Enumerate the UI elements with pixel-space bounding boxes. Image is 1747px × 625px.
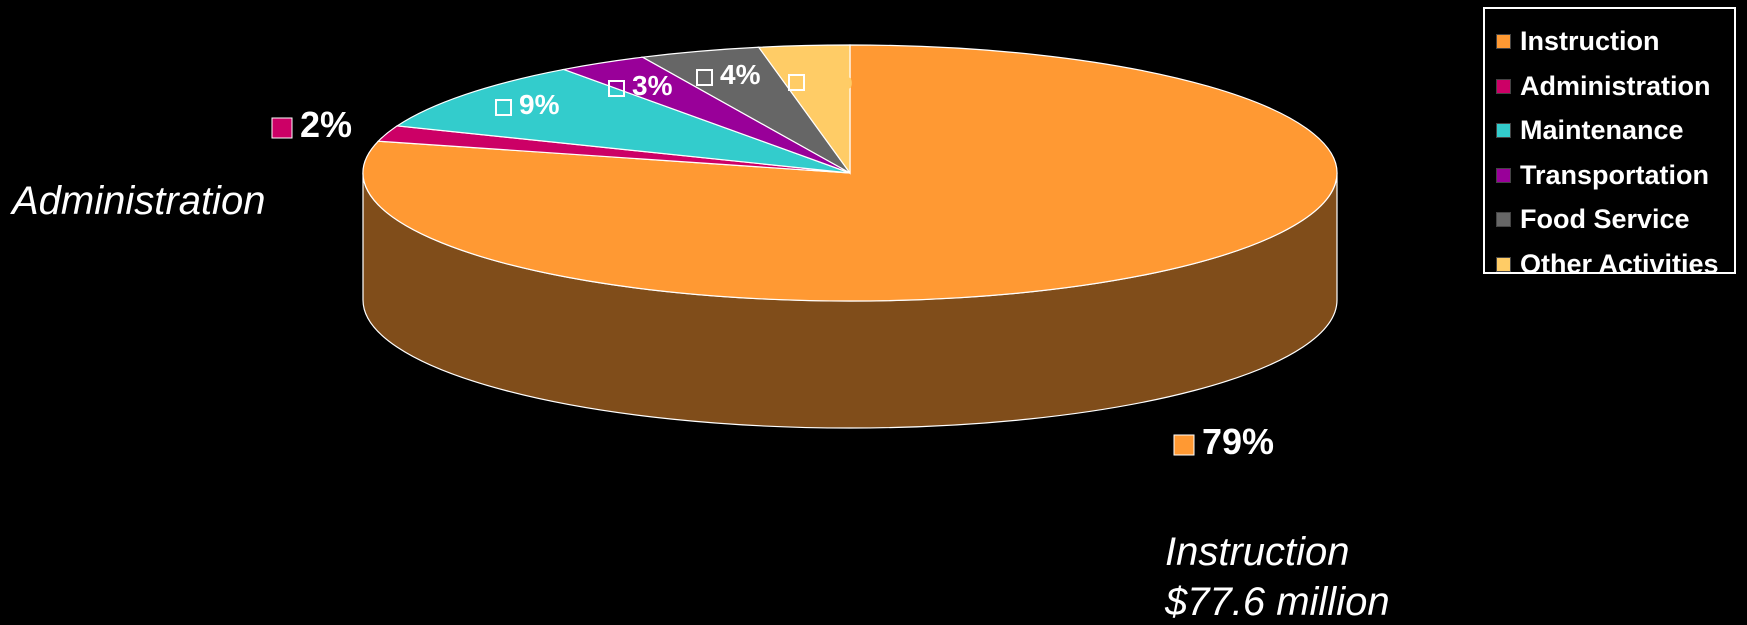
pie-slice-maintenance: [395, 68, 851, 174]
data-label-transportation: 3%: [632, 70, 673, 101]
annotation-instruction-title: Instruction: [1165, 530, 1350, 574]
legend-label-other-activities: Other Activities: [1520, 248, 1719, 279]
legend-label-food-service: Food Service: [1520, 203, 1690, 234]
data-label-swatch-other-activities: [788, 74, 805, 91]
data-label-swatch-food-service: [696, 69, 713, 86]
legend-swatch-instruction: [1496, 33, 1511, 49]
legend-item-administration: Administration: [1496, 71, 1711, 101]
legend-label-maintenance: Maintenance: [1520, 114, 1684, 145]
data-label-other-activities: 3%: [812, 64, 853, 95]
legend-swatch-administration: [1496, 78, 1511, 94]
data-label-swatch-instruction: [1173, 434, 1195, 456]
data-label-food-service: 4%: [720, 59, 761, 90]
legend-swatch-other-activities: [1496, 256, 1511, 272]
annotation-instruction-amount: $77.6 million: [1165, 580, 1390, 624]
data-label-instruction: 79%: [1202, 421, 1274, 462]
legend-item-food-service: Food Service: [1496, 204, 1690, 234]
chart-legend: Instruction Administration Maintenance T…: [1483, 7, 1736, 279]
legend-item-maintenance: Maintenance: [1496, 115, 1684, 145]
data-label-administration: 2%: [300, 104, 352, 145]
data-label-swatch-administration: [271, 117, 293, 139]
legend-swatch-transportation: [1496, 167, 1511, 183]
legend-label-administration: Administration: [1520, 70, 1711, 101]
pie-slice-other-activities: [757, 44, 851, 175]
data-label-swatch-transportation: [608, 80, 625, 97]
data-label-maintenance: 9%: [519, 89, 560, 120]
legend-label-transportation: Transportation: [1520, 159, 1710, 190]
annotation-administration: Administration: [12, 179, 266, 223]
legend-swatch-maintenance: [1496, 122, 1511, 138]
legend-item-transportation: Transportation: [1496, 160, 1709, 190]
legend-item-other-activities: Other Activities: [1496, 249, 1719, 279]
legend-swatch-food-service: [1496, 211, 1511, 227]
data-label-swatch-maintenance: [495, 99, 512, 116]
legend-label-instruction: Instruction: [1520, 25, 1660, 56]
legend-item-instruction: Instruction: [1496, 26, 1660, 56]
